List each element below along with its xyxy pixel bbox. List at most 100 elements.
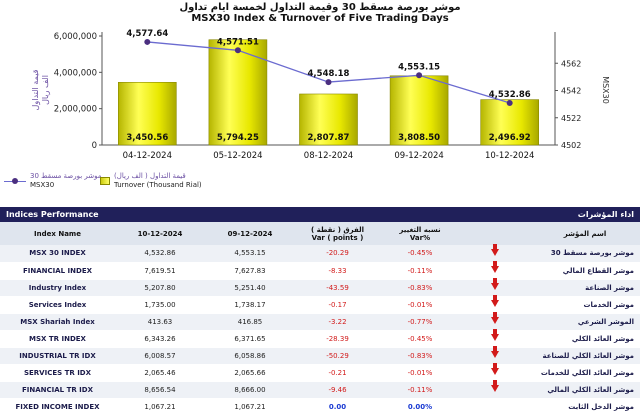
trend-cell	[460, 346, 530, 365]
table-row[interactable]: FINANCIAL INDEX 7,619.51 7,627.83 -8.33 -0.1…	[0, 261, 640, 280]
msx30-point	[325, 79, 332, 86]
var-points-cell: -50.29	[295, 347, 380, 365]
table-row[interactable]: MSX TR INDEX 6,343.26 6,371.65 -28.39 -0.45%…	[0, 329, 640, 348]
right-axis-tick-label: 4562	[561, 59, 581, 68]
value-date2-cell: 1,067.21	[205, 398, 295, 413]
value-date2-cell: 2,065.66	[205, 364, 295, 382]
trend-cell	[460, 261, 530, 280]
table-row[interactable]: INDUSTRIAL TR IDX 6,008.57 6,058.86 -50.29-…	[0, 346, 640, 365]
var-points-cell: -0.21	[295, 364, 380, 382]
value-date1-cell: 5,207.80	[115, 279, 205, 297]
turnover-bar	[118, 82, 177, 146]
var-pct-cell: -0.45%	[380, 245, 460, 263]
left-axis-tick-label: 0	[92, 141, 97, 151]
down-arrow-icon	[491, 295, 499, 307]
index-name-arabic-cell: موشر الخدمات	[530, 296, 640, 314]
var-pct-cell: -0.83%	[380, 347, 460, 365]
index-name-cell: FIXED INCOME INDEX	[0, 398, 115, 413]
col-var-pct-en: Var%	[409, 233, 431, 242]
legend-line-label-ar: موشر بورصة مسقط 30	[30, 172, 102, 180]
line-value-label: 4,577.64	[126, 29, 168, 39]
left-axis-title: قيمة التداول	[31, 69, 40, 110]
value-date1-cell: 7,619.51	[115, 262, 205, 280]
panel-title: Indices Performance	[6, 210, 99, 219]
col-var-points-ar: الفرق ( نقطة )	[310, 225, 365, 234]
var-points-cell: -8.33	[295, 262, 380, 280]
col-date-1[interactable]: 10-12-2024	[115, 222, 205, 245]
combo-chart: 0 2,000,000 4,000,000 6,000,000 4502 4522 4542…	[31, 29, 610, 161]
trend-cell	[460, 243, 530, 263]
table-row[interactable]: MSX 30 INDEX 4,532.86 4,553.15 -20.29 -0.45%…	[0, 243, 640, 263]
var-pct-cell: -0.77%	[380, 313, 460, 331]
table-header-row: Index Name 10-12-2024 09-12-2024 الفرق (…	[0, 222, 640, 245]
var-points-cell: -3.22	[295, 313, 380, 331]
right-axis-tick-label: 4522	[561, 114, 581, 123]
down-arrow-icon	[491, 346, 499, 358]
var-pct-cell: -0.83%	[380, 279, 460, 297]
right-axis-tick-label: 4542	[561, 87, 581, 96]
legend-line: موشر بورصة مسقط 30 MSX30	[4, 172, 102, 190]
col-index-name[interactable]: Index Name	[0, 222, 115, 245]
trend-cell	[460, 295, 530, 314]
col-date-2[interactable]: 09-12-2024	[205, 222, 295, 245]
var-pct-cell: -0.11%	[380, 381, 460, 399]
value-date1-cell: 1,067.21	[115, 398, 205, 413]
var-pct-cell: -0.11%	[380, 262, 460, 280]
chart-title-arabic: موشر بورصة مسقط 30 وقيمة التداول لخمسة ا…	[179, 2, 461, 13]
down-arrow-icon	[491, 278, 499, 290]
table-row[interactable]: Services Index 1,735.00 1,738.17 -0.17 -0.01…	[0, 295, 640, 314]
x-tick-label: 08-12-2024	[304, 151, 353, 161]
index-name-cell: INDUSTRIAL TR IDX	[0, 347, 115, 365]
turnover-bar	[389, 75, 449, 146]
legend-line-symbol	[4, 177, 26, 185]
col-name-arabic[interactable]: اسم المؤشر	[530, 222, 640, 245]
index-name-cell: MSX TR INDEX	[0, 330, 115, 348]
col-var-points-en: Var ( points )	[311, 233, 364, 242]
var-points-cell: -0.17	[295, 296, 380, 314]
right-axis-title: MSX30	[601, 76, 610, 104]
col-var-points[interactable]: الفرق ( نقطة ) Var ( points )	[295, 222, 380, 245]
panel-header: Indices Performance اداء المؤشرات	[0, 207, 640, 222]
right-axis-tick-label: 4502	[561, 141, 581, 150]
value-date1-cell: 2,065.46	[115, 364, 205, 382]
table-row[interactable]: MSX Shariah Index 413.63 416.85 -3.22 -0.77%…	[0, 312, 640, 331]
index-name-arabic-cell: موشر بورصة مسقط 30	[530, 245, 640, 263]
index-name-cell: SERVICES TR IDX	[0, 364, 115, 382]
var-pct-cell: -0.01%	[380, 296, 460, 314]
indices-table: Index Name 10-12-2024 09-12-2024 الفرق (…	[0, 222, 640, 413]
index-name-cell: MSX Shariah Index	[0, 313, 115, 331]
value-date2-cell: 8,666.00	[205, 381, 295, 399]
down-arrow-icon	[491, 380, 499, 392]
index-name-arabic-cell: موشر العائد الكلي المالي	[530, 381, 640, 399]
left-axis-tick-label: 4,000,000	[54, 68, 97, 78]
turnover-bar	[299, 93, 358, 146]
value-date1-cell: 6,343.26	[115, 330, 205, 348]
table-row[interactable]: SERVICES TR IDX 2,065.46 2,065.66 -0.21 -0.0…	[0, 363, 640, 382]
value-date1-cell: 1,735.00	[115, 296, 205, 314]
value-date1-cell: 8,656.54	[115, 381, 205, 399]
down-arrow-icon	[491, 363, 499, 375]
msx30-point	[234, 47, 241, 54]
table-row[interactable]: FIXED INCOME INDEX 1,067.21 1,067.21 0.00 0.…	[0, 398, 640, 413]
value-date2-cell: 416.85	[205, 313, 295, 331]
x-tick-label: 04-12-2024	[123, 151, 172, 161]
x-tick-label: 05-12-2024	[213, 151, 262, 161]
table-row[interactable]: FINANCIAL TR IDX 8,656.54 8,666.00 -9.46 -0.…	[0, 380, 640, 399]
var-pct-cell: -0.01%	[380, 364, 460, 382]
table-row[interactable]: Industry Index 5,207.80 5,251.40 -43.59 -0.8…	[0, 278, 640, 297]
msx30-point	[144, 38, 151, 45]
legend-bar-label-ar: قيمة التداول ( الف ريال)	[114, 172, 186, 180]
down-arrow-icon	[491, 312, 499, 324]
trend-cell	[460, 329, 530, 348]
bar-value-label: 2,807.87	[308, 133, 350, 143]
index-name-cell: Services Index	[0, 296, 115, 314]
left-axis-title-2: الف ريال	[41, 75, 50, 105]
col-var-pct-ar: نسبه التغيير	[399, 225, 441, 234]
legend-line-label: MSX30	[30, 181, 55, 189]
index-name-arabic-cell: موشر الصناعة	[530, 279, 640, 297]
col-var-pct[interactable]: نسبه التغيير Var%	[380, 222, 460, 245]
value-date2-cell: 7,627.83	[205, 262, 295, 280]
index-name-cell: Industry Index	[0, 279, 115, 297]
bar-value-label: 2,496.92	[489, 133, 531, 143]
turnover-bar	[480, 99, 540, 146]
